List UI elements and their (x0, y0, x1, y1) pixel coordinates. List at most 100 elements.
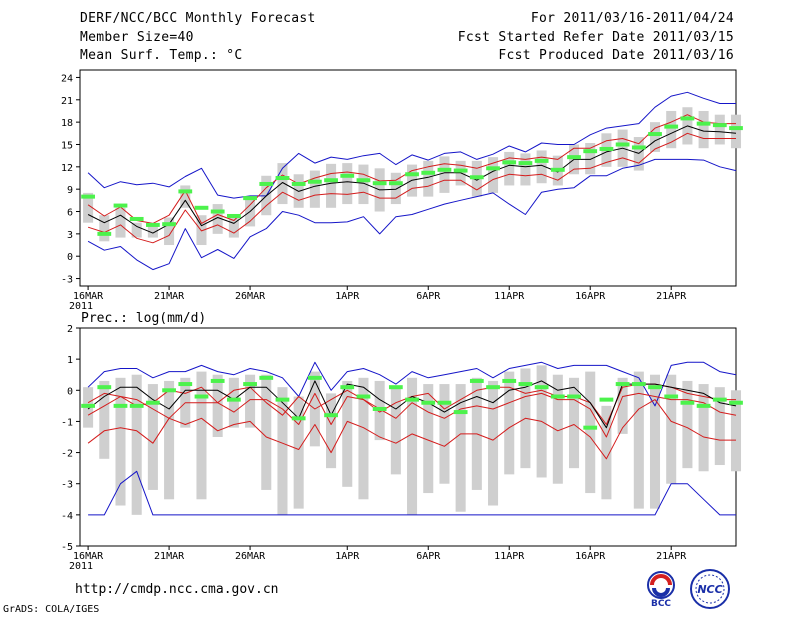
prec-ensemble-box (488, 380, 499, 506)
temp-ensemble-box (390, 172, 401, 205)
temp-obs-marker (405, 172, 419, 177)
temp-ensemble-box (666, 110, 677, 149)
prec-ensemble-box (714, 387, 725, 466)
temp-xtick-label: 16MAR (73, 291, 104, 302)
forecast-start-date: Fcst Started Refer Date 2011/03/15 (457, 30, 734, 45)
temp-obs-marker (534, 158, 549, 163)
temp-ensemble-box (212, 204, 223, 234)
prec-obs-marker (550, 394, 565, 399)
temp-obs-marker (696, 121, 711, 126)
temp-obs-marker (275, 176, 290, 180)
member-size-label: Member Size=40 (80, 30, 194, 45)
prec-ensemble-box (147, 384, 158, 490)
temp-ensemble-box (164, 217, 175, 246)
temp-ytick-label: 9 (67, 185, 73, 196)
temp-ytick-label: 3 (67, 230, 73, 241)
prec-obs-marker (453, 410, 468, 415)
temp-ytick-label: -3 (61, 275, 73, 286)
temp-obs-marker (712, 123, 727, 128)
prec-obs-marker (372, 406, 387, 411)
temp-ensemble-box (147, 226, 158, 238)
temp-obs-marker (210, 209, 225, 214)
prec-panel-title: Prec.: log(mm/d) (81, 311, 206, 326)
temp-obs-marker (356, 178, 371, 183)
forecast-produced-date: Fcst Produced Date 2011/03/16 (498, 48, 734, 63)
prec-ensemble-box (666, 374, 677, 484)
temp-obs-marker (81, 194, 95, 199)
temp-xtick-label: 1APR (335, 291, 360, 302)
prec-obs-marker (648, 385, 662, 390)
prec-obs-marker (469, 378, 484, 383)
prec-ensemble-box (730, 390, 742, 472)
temp-ensemble-box (99, 215, 110, 242)
prec-obs-marker (518, 382, 533, 387)
temp-obs-marker (194, 205, 209, 210)
prec-ytick-label: 2 (67, 324, 73, 335)
temp-obs-marker (729, 126, 743, 131)
temp-obs-marker (615, 142, 630, 147)
prec-xtick-label: 16APR (575, 551, 606, 562)
temp-ensemble-box (115, 207, 126, 238)
temp-ensemble-box (228, 215, 239, 238)
prec-xtick-label: 1APR (335, 551, 360, 562)
temp-obs-marker (226, 213, 241, 218)
temp-obs-marker (648, 132, 662, 137)
temp-obs-marker (146, 222, 160, 227)
temp-ensemble-box (536, 150, 547, 184)
prec-obs-marker (97, 385, 112, 390)
prec-ensemble-box (407, 377, 418, 515)
prec-xtick-label: 21MAR (154, 551, 185, 562)
prec-ytick-label: -1 (61, 417, 73, 428)
prec-ensemble-box (698, 384, 709, 472)
prec-xyear-label: 2011 (69, 561, 93, 572)
forecast-period: For 2011/03/16-2011/04/24 (530, 11, 734, 26)
prec-ensemble-box (131, 374, 142, 515)
prec-obs-marker (275, 397, 290, 402)
temp-ytick-label: 18 (61, 118, 73, 129)
temp-obs-marker (162, 222, 176, 227)
temp-obs-marker (599, 146, 614, 151)
temp-ensemble-box (585, 142, 596, 175)
temp-obs-marker (97, 231, 112, 236)
ncc-logo: NCC (690, 569, 730, 609)
prec-obs-marker (567, 394, 581, 399)
source-url[interactable]: http://cmdp.ncc.cma.gov.cn (75, 582, 279, 597)
prec-obs-marker (534, 385, 549, 390)
prec-obs-marker (340, 385, 355, 390)
prec-ensemble-box (601, 405, 612, 500)
prec-obs-marker (712, 397, 727, 402)
temp-xtick-label: 6APR (416, 291, 441, 302)
prec-xtick-label: 21APR (656, 551, 687, 562)
prec-ensemble-box (196, 371, 207, 500)
bcc-logo: BCC (647, 571, 675, 608)
temp-ytick-label: 15 (61, 140, 73, 151)
temp-xtick-label: 21APR (656, 291, 687, 302)
prec-obs-marker (421, 400, 436, 405)
prec-xtick-label: 6APR (416, 551, 441, 562)
prec-ensemble-box (293, 396, 304, 509)
temp-ensemble-box (714, 114, 725, 145)
prec-ensemble-box (423, 384, 434, 494)
prec-xtick-label: 11APR (494, 551, 525, 562)
temp-obs-marker (486, 166, 500, 171)
prec-xtick-label: 26MAR (235, 551, 266, 562)
chart-title: DERF/NCC/BCC Monthly Forecast (80, 11, 316, 26)
temp-obs-marker (388, 181, 403, 186)
temp-ensemble-box (309, 170, 320, 208)
prec-ensemble-box (439, 384, 450, 484)
prec-min-line (88, 470, 736, 516)
temp-ensemble-box (342, 163, 353, 205)
temp-obs-marker (502, 160, 517, 165)
prec-ytick-label: -5 (61, 542, 73, 553)
temp-obs-marker (372, 181, 387, 186)
temp-xtick-label: 11APR (494, 291, 525, 302)
prec-obs-marker (696, 403, 711, 408)
prec-obs-marker (437, 400, 452, 405)
prec-obs-marker (162, 388, 176, 393)
prec-obs-marker (291, 416, 306, 421)
prec-ensemble-box (342, 380, 353, 487)
temp-ensemble-box (423, 160, 434, 197)
temp-mean-line (87, 125, 737, 234)
temp-xtick-label: 21MAR (154, 291, 185, 302)
prec-xtick-label: 16MAR (73, 551, 104, 562)
